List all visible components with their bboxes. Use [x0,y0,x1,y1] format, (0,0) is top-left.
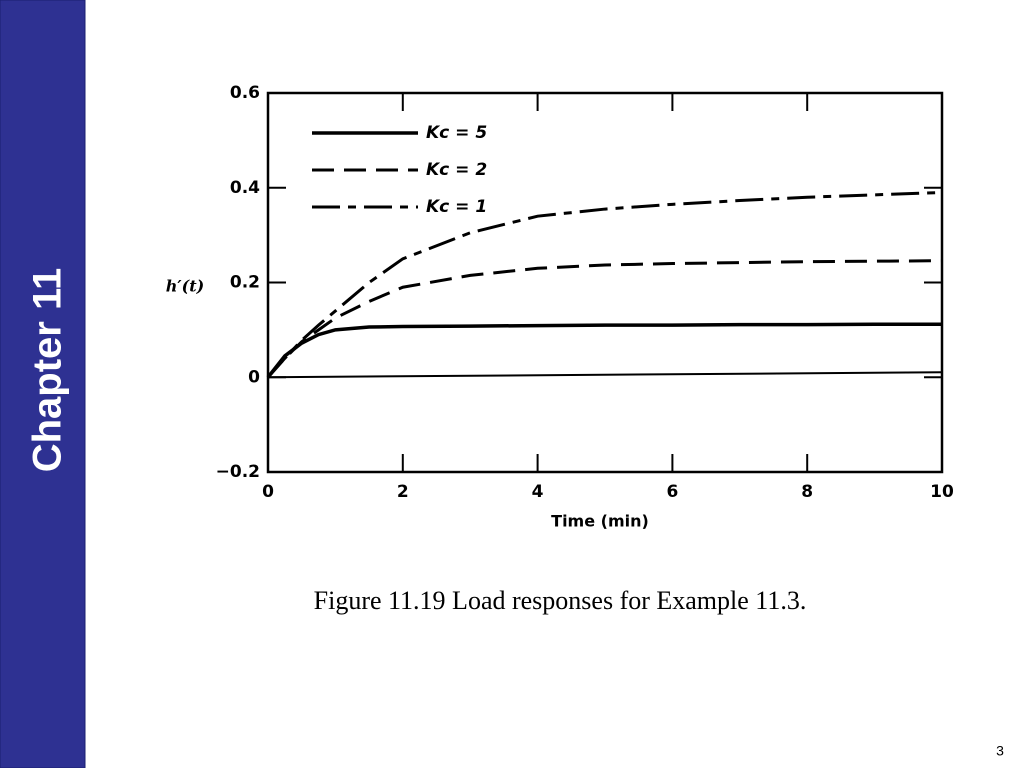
sidebar [0,0,86,768]
legend-label: Kc = 2 [426,160,487,180]
x-tick-label: 10 [930,482,954,502]
y-tick-label: 0 [248,367,260,387]
y-axis-label: h′(t) [166,277,204,296]
series-line [266,259,943,379]
plot-frame [266,91,944,474]
x-tick-label: 2 [397,482,409,502]
sidebar-title: Chapter 11 [26,268,70,473]
y-tick-label: −0.2 [216,462,260,482]
x-tick-label: 4 [532,482,544,502]
y-tick-label: 0.4 [230,178,260,198]
series-line [266,190,943,379]
y-tick-label: 0.6 [230,83,260,103]
legend-label: Kc = 5 [426,123,487,143]
x-tick-label: 0 [262,482,274,502]
x-tick-label: 6 [666,482,678,502]
x-tick-label: 8 [801,482,813,502]
caption: Figure 11.19 Load responses for Example … [314,586,807,615]
x-axis-label: Time (min) [551,512,649,531]
series-line [266,322,942,379]
page-number: 3 [996,743,1004,759]
legend-label: Kc = 1 [426,197,487,217]
zero-line [267,371,943,379]
y-tick-label: 0.2 [230,273,260,293]
